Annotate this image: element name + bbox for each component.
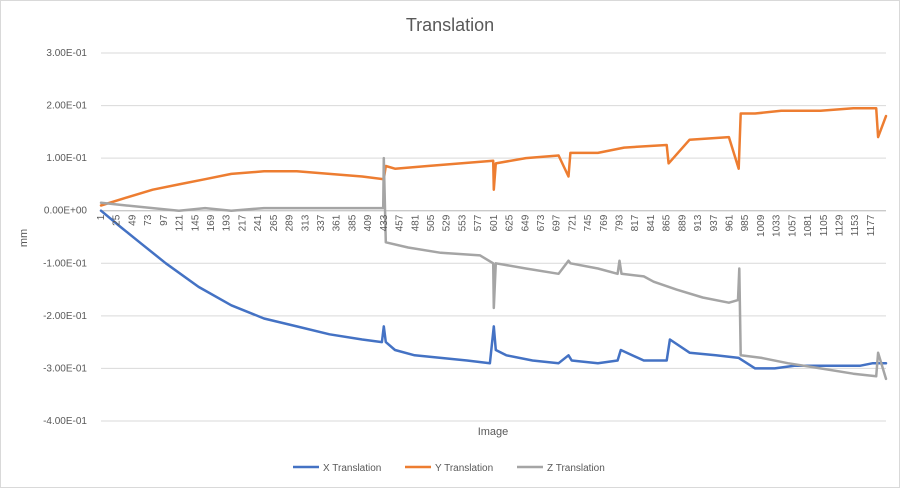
series-layer [99,106,888,381]
x-tick-label: 1057 [787,214,798,237]
x-tick-label: 121 [175,214,186,231]
x-tick-label: 265 [269,214,280,231]
legend-label: Y Translation [435,463,493,474]
x-tick-label: 505 [426,214,437,231]
x-tick-label: 313 [300,214,311,231]
x-tick-label: 1033 [772,214,783,237]
y-tick-label: 3.00E-01 [46,48,87,59]
x-tick-label: 1009 [756,214,767,237]
x-tick-label: 433 [379,214,390,231]
x-tick-label: 193 [222,214,233,231]
x-tick-label: 337 [316,214,327,231]
y-tick-label: -4.00E-01 [43,416,87,427]
x-tick-label: 217 [237,214,248,231]
x-axis-label: Image [478,426,509,438]
x-tick-label: 1105 [819,214,830,236]
x-tick-label: 985 [740,214,751,231]
y-axis-label: mm [18,229,30,247]
x-tick-label: 73 [143,214,154,226]
x-tick-label: 169 [206,214,217,231]
x-tick-label: 481 [410,214,421,231]
y-tick-label: -2.00E-01 [43,311,87,322]
grid-layer [101,52,886,422]
series-line-z-translation [99,156,888,381]
x-tick-label: 385 [347,214,358,231]
x-tick-label: 25 [112,214,123,226]
x-tick-label: 1153 [850,214,861,236]
chart-title: Translation [406,15,494,35]
x-tick-label: 913 [693,214,704,231]
x-tick-label: 529 [442,214,453,231]
x-tick-label: 817 [630,214,641,231]
x-tick-label: 601 [489,214,500,231]
x-tick-label: 361 [332,214,343,231]
x-tick-label: 721 [567,214,578,231]
x-tick-label: 97 [159,214,170,226]
x-tick-label: 457 [395,214,406,231]
x-tick-label: 841 [646,214,657,231]
x-tick-label: 961 [725,214,736,231]
x-tick-label: 49 [127,214,138,226]
x-tick-label: 673 [536,214,547,231]
y-tick-label: -1.00E-01 [43,258,87,269]
x-tick-label: 553 [457,214,468,231]
x-tick-layer: 1 25 49 73 97 121 145 169 193 217 241 265 289 313 337 3… [96,214,877,237]
y-tick-layer: 3.00E-01 2.00E-01 1.00E-01 0.00E+00 -1.00E-0… [43,48,87,427]
series-line-x-translation [99,209,888,370]
y-tick-label: 1.00E-01 [46,153,87,164]
x-tick-label: 145 [190,214,201,231]
x-tick-label: 1 [96,214,107,220]
y-tick-label: 2.00E-01 [46,101,87,112]
x-tick-label: 1177 [866,214,877,236]
x-tick-label: 289 [285,214,296,231]
y-tick-label: -3.00E-01 [43,363,87,374]
x-tick-label: 625 [505,214,516,231]
y-tick-label: 0.00E+00 [44,206,88,217]
x-tick-label: 889 [677,214,688,231]
x-tick-label: 745 [583,214,594,231]
x-tick-label: 241 [253,214,264,231]
legend-label: X Translation [323,463,381,474]
x-tick-label: 1129 [835,214,846,236]
series-line-y-translation [99,106,888,207]
legend: X Translation Y Translation Z Translation [293,463,605,474]
x-tick-label: 409 [363,214,374,231]
x-tick-label: 649 [520,214,531,231]
x-tick-label: 937 [709,214,720,231]
x-tick-label: 697 [552,214,563,231]
x-tick-label: 793 [615,214,626,231]
x-tick-label: 769 [599,214,610,231]
x-tick-label: 1081 [803,214,814,237]
legend-label: Z Translation [547,463,605,474]
x-tick-label: 865 [662,214,673,231]
x-tick-label: 577 [473,214,484,231]
